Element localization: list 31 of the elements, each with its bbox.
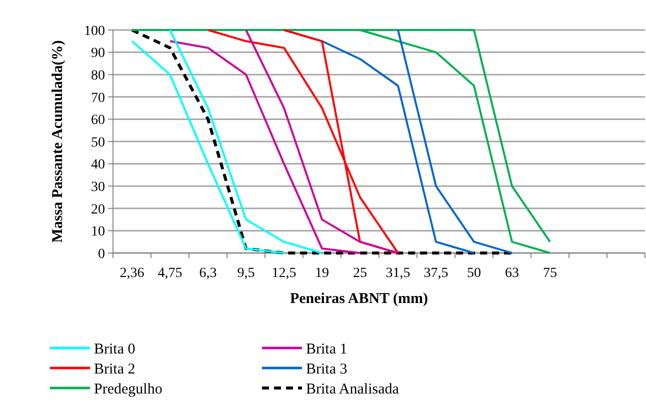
legend-label: Brita 1 xyxy=(306,341,348,358)
x-tick-label: 75 xyxy=(543,266,557,281)
legend-label: Brita 0 xyxy=(94,341,136,358)
legend-label: Predegulho xyxy=(94,381,162,398)
x-tick-label: 2,36 xyxy=(120,266,144,281)
y-axis-title: Massa Passante Acumulada(%) xyxy=(50,40,66,243)
y-tick-label: 100 xyxy=(84,24,105,39)
x-tick-label: 6,3 xyxy=(199,266,217,281)
y-tick-label: 70 xyxy=(91,90,105,106)
x-tick-label: 37,5 xyxy=(424,266,448,281)
x-tick-label: 50 xyxy=(467,266,481,281)
y-tick-label: 90 xyxy=(91,46,105,62)
x-tick-label: 4,75 xyxy=(158,266,182,281)
y-tick-label: 0 xyxy=(98,246,105,262)
legend-label: Brita Analisada xyxy=(306,381,400,398)
legend-label: Brita 3 xyxy=(306,361,348,378)
y-tick-label: 60 xyxy=(91,113,105,128)
legend-label: Brita 2 xyxy=(94,361,136,378)
y-tick-label: 10 xyxy=(91,224,105,240)
y-tick-label: 80 xyxy=(91,68,105,84)
x-tick-label: 19 xyxy=(315,266,329,281)
x-tick-label: 63 xyxy=(505,266,519,281)
y-tick-label: 40 xyxy=(91,158,105,173)
y-tick-label: 50 xyxy=(91,135,105,150)
x-tick-label: 12,5 xyxy=(272,266,296,281)
x-tick-label: 25 xyxy=(353,266,367,281)
x-tick-label: 9,5 xyxy=(237,266,255,281)
x-axis-title: Peneiras ABNT (mm) xyxy=(290,291,428,307)
y-tick-label: 20 xyxy=(91,202,105,218)
y-tick-label: 30 xyxy=(91,180,105,195)
x-tick-label: 31,5 xyxy=(386,266,410,281)
